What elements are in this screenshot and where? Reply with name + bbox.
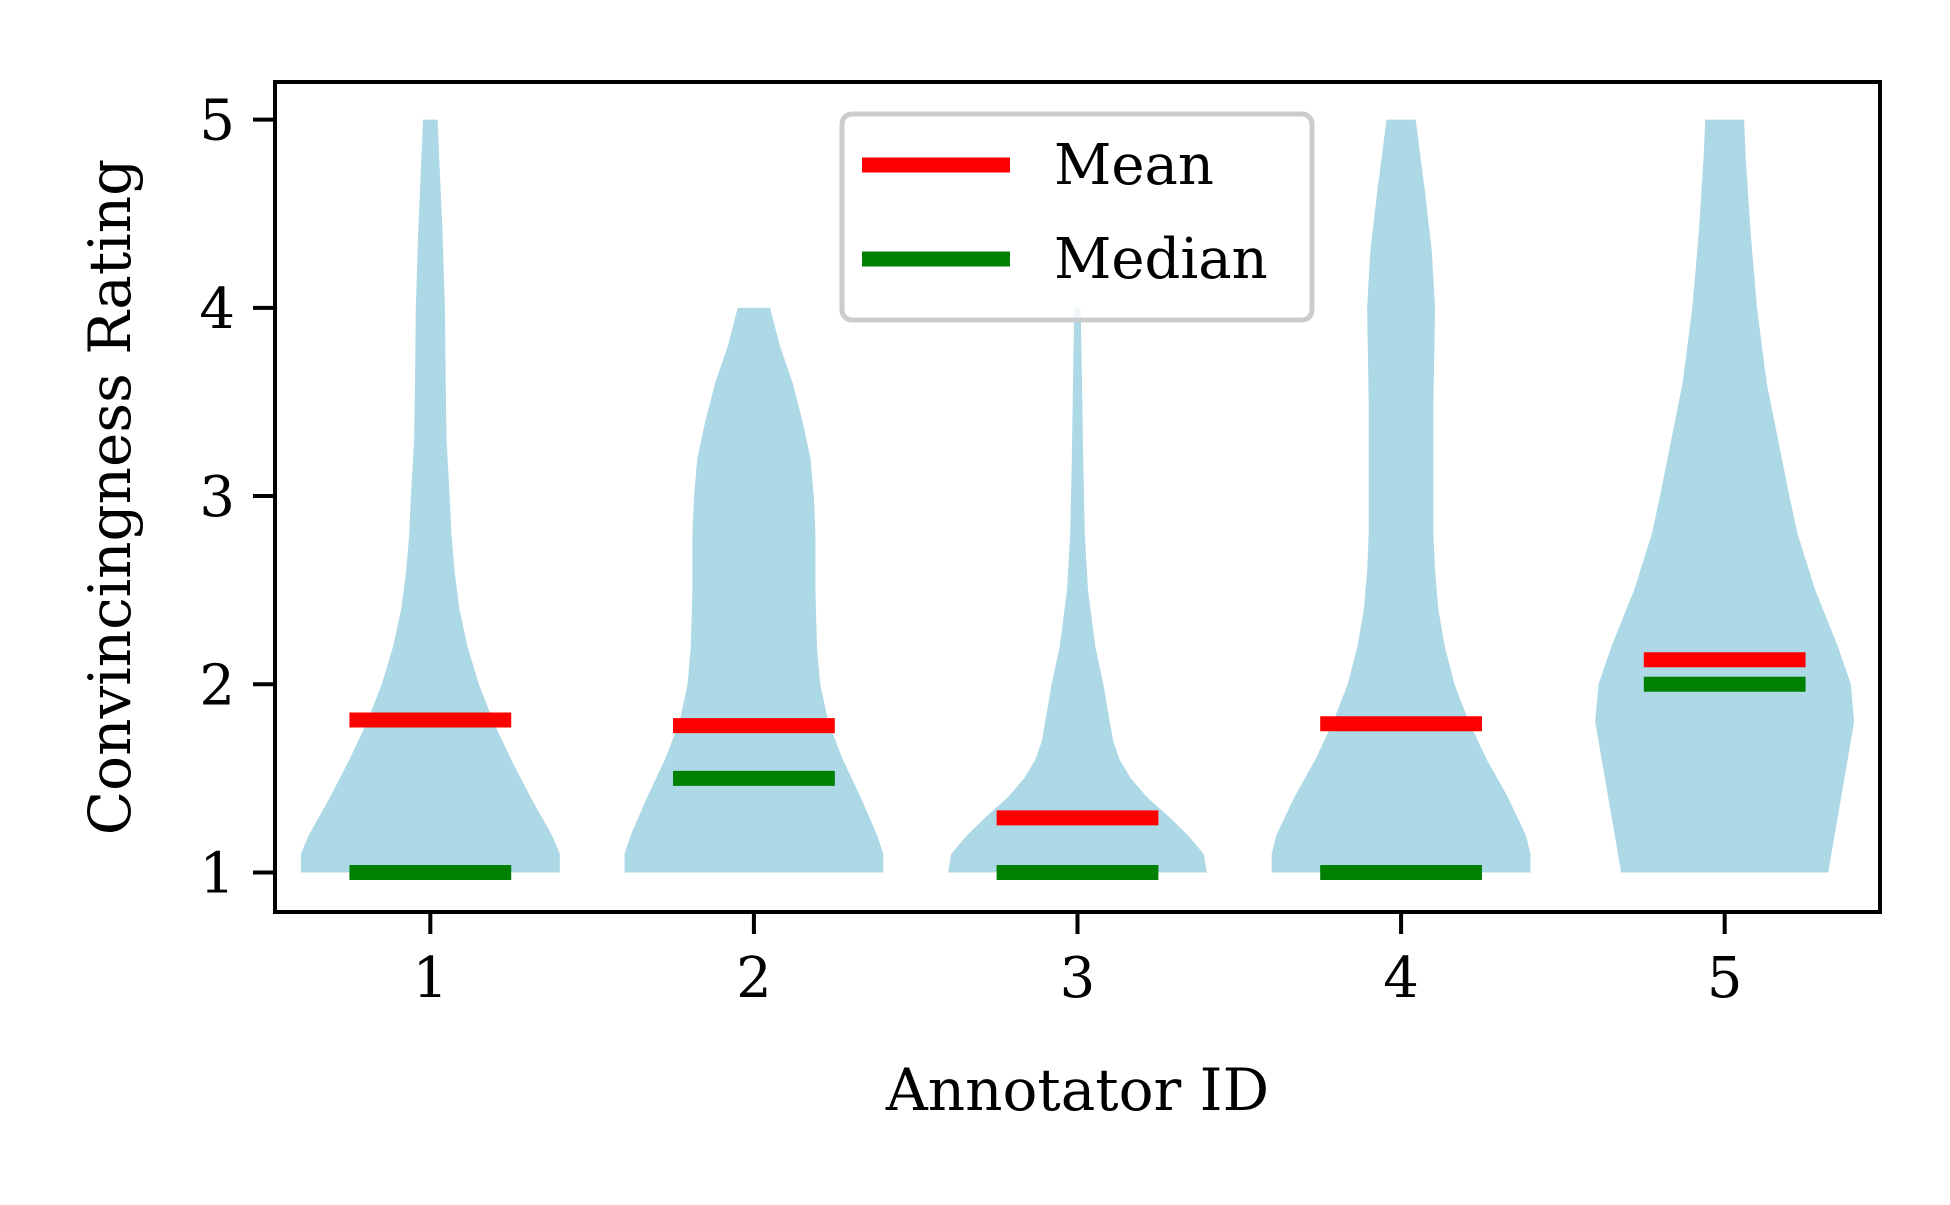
legend: Mean Median <box>839 111 1315 323</box>
x-tick-label-3: 3 <box>1060 946 1096 1011</box>
y-tick-label-4: 4 <box>199 277 235 342</box>
legend-label-median: Median <box>1054 227 1268 292</box>
violin-1 <box>300 119 560 873</box>
violin-3 <box>948 307 1207 873</box>
violin-4 <box>1271 119 1531 873</box>
stat-markers-layer <box>349 652 1806 880</box>
x-tick-label-5: 5 <box>1707 946 1743 1011</box>
y-tick-label-2: 2 <box>199 653 235 718</box>
x-tick-label-1: 1 <box>413 946 449 1011</box>
legend-label-mean: Mean <box>1054 133 1214 198</box>
violin-5 <box>1595 119 1855 873</box>
violin-2 <box>624 307 884 873</box>
x-axis-label: Annotator ID <box>885 1056 1269 1124</box>
y-tick-label-3: 3 <box>199 465 235 530</box>
x-axis: 1 2 3 4 5 <box>413 912 1743 1011</box>
x-tick-label-4: 4 <box>1383 946 1419 1011</box>
y-tick-label-1: 1 <box>199 841 235 906</box>
y-tick-label-5: 5 <box>199 89 235 154</box>
y-axis-label: Convincingness Rating <box>76 159 144 835</box>
y-axis: 1 2 3 4 5 <box>199 89 275 906</box>
x-tick-label-2: 2 <box>736 946 772 1011</box>
